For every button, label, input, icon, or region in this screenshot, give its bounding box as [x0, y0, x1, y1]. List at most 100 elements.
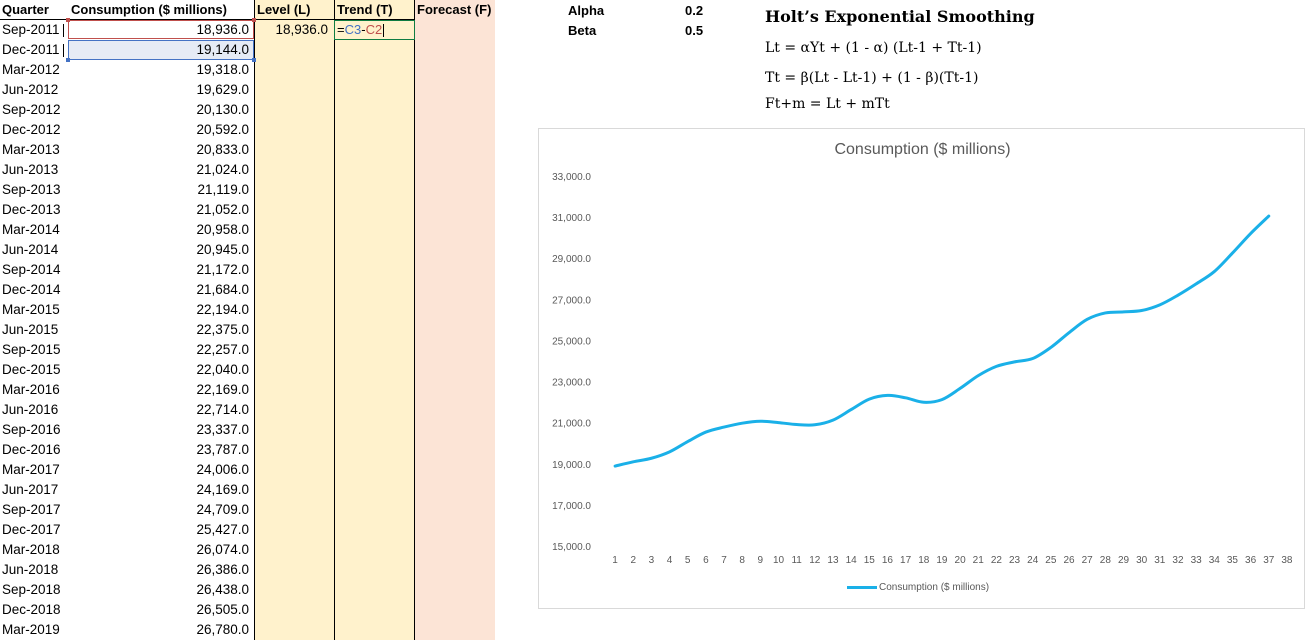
consumption-chart[interactable]: Consumption ($ millions) 15,000.0 17,000.…: [538, 128, 1305, 609]
consumption-cell[interactable]: 22,040.0: [196, 362, 249, 377]
alpha-label[interactable]: Alpha: [568, 3, 605, 18]
consumption-cell[interactable]: 22,375.0: [196, 322, 249, 337]
consumption-cell[interactable]: 26,780.0: [196, 622, 249, 637]
consumption-cell[interactable]: 19,318.0: [196, 62, 249, 77]
x-tick-label: 5: [685, 555, 691, 566]
header-consumption[interactable]: Consumption ($ millions): [71, 2, 227, 17]
quarter-cell[interactable]: Mar-2018: [2, 542, 60, 557]
quarter-cell[interactable]: Jun-2013: [2, 162, 59, 177]
quarter-cell[interactable]: Jun-2015: [2, 322, 59, 337]
consumption-cell[interactable]: 20,592.0: [196, 122, 249, 137]
consumption-cell[interactable]: 24,169.0: [196, 482, 249, 497]
quarter-cell[interactable]: Dec-2013: [2, 202, 61, 217]
quarter-cell[interactable]: Mar-2016: [2, 382, 60, 397]
consumption-cell[interactable]: 22,169.0: [196, 382, 249, 397]
beta-value[interactable]: 0.5: [685, 23, 704, 38]
quarter-cell[interactable]: Sep-2011: [2, 22, 60, 37]
quarter-cell[interactable]: Jun-2012: [2, 82, 59, 97]
x-tick-label: 33: [1191, 555, 1203, 566]
quarter-cell[interactable]: Jun-2018: [2, 562, 59, 577]
consumption-cell[interactable]: 22,194.0: [196, 302, 249, 317]
header-trend[interactable]: Trend (T): [337, 2, 393, 17]
y-tick-label: 25,000.0: [552, 336, 591, 347]
quarter-cell[interactable]: Dec-2017: [2, 522, 61, 537]
quarter-cell[interactable]: Dec-2018: [2, 602, 61, 617]
quarter-cell[interactable]: Dec-2015: [2, 362, 61, 377]
quarter-cell[interactable]: Mar-2013: [2, 142, 60, 157]
consumption-cell[interactable]: 20,833.0: [196, 142, 249, 157]
consumption-cell[interactable]: 26,438.0: [196, 582, 249, 597]
beta-label[interactable]: Beta: [568, 23, 597, 38]
ref-range-c2[interactable]: [68, 20, 254, 39]
quarter-cell[interactable]: Dec-2014: [2, 282, 61, 297]
consumption-cell[interactable]: 21,052.0: [196, 202, 249, 217]
consumption-cell[interactable]: 20,945.0: [196, 242, 249, 257]
quarter-cell[interactable]: Jun-2017: [2, 482, 59, 497]
y-tick-label: 15,000.0: [552, 542, 591, 553]
y-tick-label: 23,000.0: [552, 378, 591, 389]
table-row: Dec-2018 26,505.0: [0, 600, 495, 620]
quarter-cell[interactable]: Sep-2016: [2, 422, 61, 437]
consumption-cell[interactable]: 19,629.0: [196, 82, 249, 97]
consumption-cell[interactable]: 21,119.0: [197, 182, 249, 197]
consumption-cell[interactable]: 18,936.0: [196, 22, 249, 37]
consumption-cell[interactable]: 20,130.0: [196, 102, 249, 117]
header-quarter[interactable]: Quarter: [2, 2, 49, 17]
consumption-cell[interactable]: 19,144.0: [196, 42, 249, 57]
x-tick-label: 38: [1281, 555, 1293, 566]
header-forecast[interactable]: Forecast (F): [417, 2, 492, 17]
table-row: Dec-2014 21,684.0: [0, 280, 495, 300]
consumption-cell[interactable]: 22,714.0: [196, 402, 249, 417]
range-handle[interactable]: [66, 58, 70, 62]
consumption-cell[interactable]: 23,787.0: [196, 442, 249, 457]
quarter-cell[interactable]: Sep-2013: [2, 182, 61, 197]
x-tick-label: 16: [882, 555, 894, 566]
consumption-cell[interactable]: 26,386.0: [196, 562, 249, 577]
forecast-column-bg: [415, 0, 495, 640]
quarter-cell[interactable]: Mar-2015: [2, 302, 60, 317]
quarter-cell[interactable]: Sep-2017: [2, 502, 61, 517]
quarter-cell[interactable]: Sep-2018: [2, 582, 61, 597]
formula-title: Holt’s Exponential Smoothing: [765, 7, 1035, 26]
trend-cell-e3-editing[interactable]: =C3-C2: [334, 20, 415, 40]
series-line-consumption[interactable]: [613, 214, 1271, 468]
formula-equals: =: [337, 22, 345, 37]
quarter-cell[interactable]: Jun-2014: [2, 242, 59, 257]
consumption-cell[interactable]: 24,709.0: [196, 502, 249, 517]
x-tick-label: 36: [1245, 555, 1257, 566]
quarter-cell[interactable]: Dec-2012: [2, 122, 61, 137]
consumption-cell[interactable]: 24,006.0: [196, 462, 249, 477]
table-row: Sep-2015 22,257.0: [0, 340, 495, 360]
level-cell-d2[interactable]: 18,936.0: [275, 22, 328, 37]
consumption-cell[interactable]: 22,257.0: [196, 342, 249, 357]
consumption-cell[interactable]: 26,505.0: [196, 602, 249, 617]
header-underline: [0, 19, 414, 20]
alpha-value[interactable]: 0.2: [685, 3, 704, 18]
consumption-cell[interactable]: 21,024.0: [196, 162, 249, 177]
table-row: Mar-2018 26,074.0: [0, 540, 495, 560]
ref-range-c3[interactable]: [68, 40, 254, 60]
header-level[interactable]: Level (L): [257, 2, 311, 17]
range-handle[interactable]: [252, 58, 256, 62]
table-row: Jun-2017 24,169.0: [0, 480, 495, 500]
range-handle[interactable]: [252, 18, 256, 22]
consumption-cell[interactable]: 21,172.0: [196, 262, 249, 277]
quarter-cell[interactable]: Mar-2014: [2, 222, 60, 237]
quarter-cell[interactable]: Sep-2012: [2, 102, 61, 117]
consumption-cell[interactable]: 20,958.0: [196, 222, 249, 237]
quarter-cell[interactable]: Dec-2011: [2, 42, 60, 57]
quarter-cell[interactable]: Dec-2016: [2, 442, 61, 457]
quarter-cell[interactable]: Sep-2015: [2, 342, 61, 357]
consumption-cell[interactable]: 23,337.0: [196, 422, 249, 437]
quarter-cell[interactable]: Mar-2017: [2, 462, 60, 477]
range-handle[interactable]: [66, 18, 70, 22]
x-tick-label: 18: [918, 555, 930, 566]
chart-legend[interactable]: Consumption ($ millions): [847, 582, 989, 593]
quarter-cell[interactable]: Jun-2016: [2, 402, 59, 417]
consumption-cell[interactable]: 25,427.0: [196, 522, 249, 537]
quarter-cell[interactable]: Sep-2014: [2, 262, 61, 277]
consumption-cell[interactable]: 21,684.0: [196, 282, 249, 297]
quarter-cell[interactable]: Mar-2019: [2, 622, 60, 637]
quarter-cell[interactable]: Mar-2012: [2, 62, 60, 77]
consumption-cell[interactable]: 26,074.0: [196, 542, 249, 557]
